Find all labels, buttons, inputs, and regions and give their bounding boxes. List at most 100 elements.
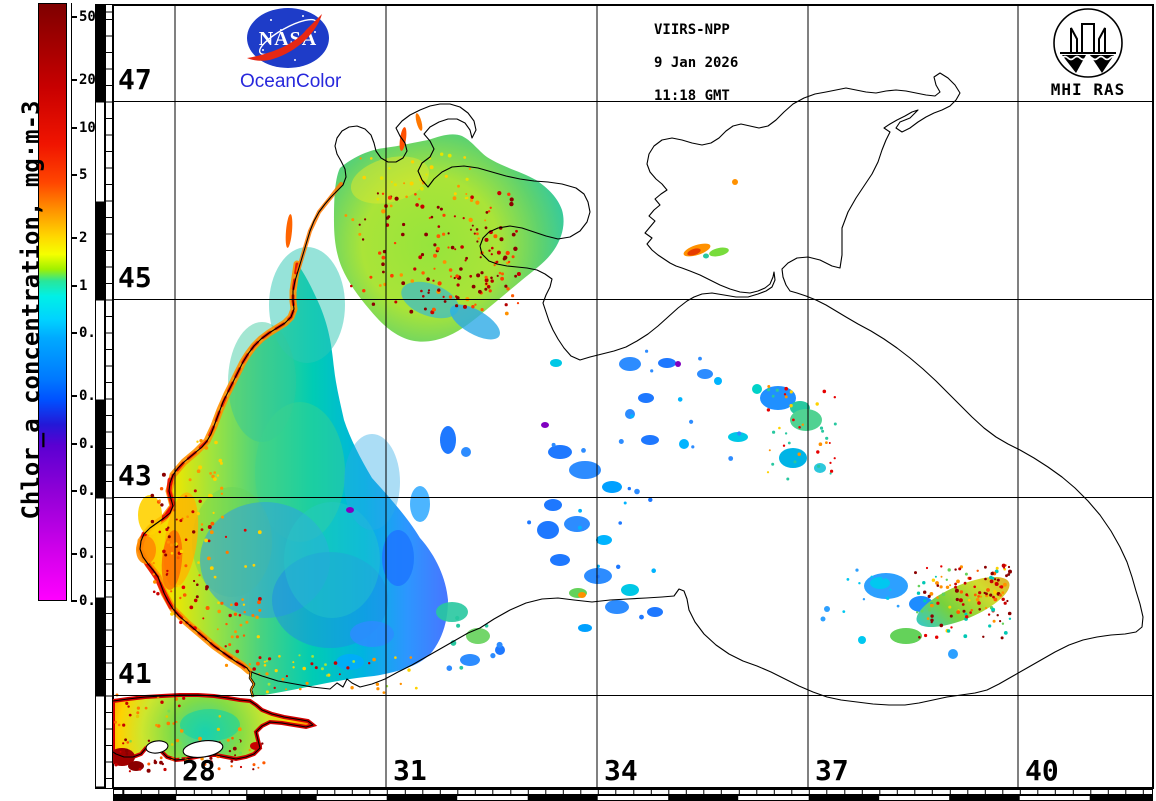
speckle — [490, 279, 494, 283]
speckle — [239, 765, 243, 769]
speckle — [243, 528, 247, 532]
speckle — [160, 700, 164, 704]
speckle — [228, 749, 232, 753]
speckle — [650, 369, 654, 373]
speckle — [977, 601, 981, 605]
speckle — [214, 440, 218, 445]
speckle — [393, 183, 397, 187]
speckle — [511, 232, 516, 237]
speckle — [426, 277, 430, 282]
speckle — [985, 592, 988, 596]
speckle — [1003, 582, 1007, 587]
chlorophyll-patch — [890, 628, 922, 644]
speckle — [449, 275, 453, 278]
speckle — [968, 598, 971, 602]
speckle — [477, 237, 480, 240]
speckle — [202, 637, 205, 641]
speckle — [376, 687, 380, 691]
speckle — [220, 601, 224, 605]
mhi-ras-emblem-icon — [1053, 8, 1123, 78]
speckle — [422, 295, 425, 298]
colorbar-title: Chlor_a concentration, mg·m-3 — [17, 100, 45, 520]
speckle — [414, 686, 418, 690]
speckle — [407, 668, 411, 672]
speckle — [927, 594, 931, 599]
speckle — [239, 623, 243, 627]
bloom-tint — [450, 304, 500, 340]
chlorophyll-patch — [550, 554, 570, 566]
speckle — [959, 590, 964, 594]
speckle — [459, 665, 464, 670]
speckle — [167, 709, 171, 713]
speckle — [516, 272, 521, 276]
speckle — [1008, 569, 1012, 574]
speckle — [947, 568, 951, 572]
speckle — [634, 488, 640, 495]
satellite-name: VIIRS-NPP — [654, 22, 730, 38]
speckle — [444, 174, 448, 178]
speckle — [421, 271, 425, 275]
chlorophyll-patch — [687, 248, 701, 256]
speckle — [204, 538, 209, 543]
speckle — [784, 432, 788, 435]
speckle — [428, 216, 431, 220]
speckle — [1001, 622, 1005, 625]
speckle — [372, 657, 376, 662]
colorbar-tick-label: 5 — [79, 167, 88, 183]
speckle — [200, 523, 204, 526]
speckle — [430, 215, 434, 219]
bottom-degree-ruler — [113, 795, 1153, 801]
speckle — [114, 763, 118, 767]
speckle — [475, 200, 480, 205]
speckle — [506, 287, 510, 291]
speckle — [968, 576, 972, 581]
speckle — [217, 601, 220, 605]
speckle — [220, 492, 224, 495]
chlorophyll-patch — [619, 357, 641, 371]
speckle — [455, 304, 459, 308]
speckle — [930, 614, 934, 618]
colorbar-gradient — [38, 3, 67, 601]
speckle — [198, 574, 201, 577]
speckle — [205, 587, 208, 591]
bottom-minute-ticks — [113, 789, 1153, 795]
speckle — [389, 204, 393, 208]
speckle — [402, 222, 406, 227]
speckle — [925, 566, 929, 570]
bloom-tint — [180, 709, 240, 741]
speckle — [388, 167, 391, 170]
speckle — [453, 215, 456, 218]
speckle — [858, 582, 861, 585]
longitude-label: 31 — [393, 754, 427, 787]
speckle — [448, 268, 453, 272]
speckle — [493, 234, 498, 239]
chlorophyll-patch — [138, 495, 162, 535]
speckle — [787, 441, 791, 445]
speckle — [504, 284, 508, 288]
speckle — [833, 422, 837, 426]
latitude-label: 47 — [118, 62, 152, 96]
speckle — [964, 572, 968, 576]
speckle — [199, 439, 203, 443]
speckle — [390, 273, 394, 278]
chlorophyll-patch — [415, 113, 423, 131]
speckle — [431, 307, 436, 312]
speckle — [462, 217, 465, 220]
speckle — [401, 232, 405, 237]
chlorophyll-patch — [790, 409, 822, 431]
speckle — [978, 608, 981, 611]
speckle — [324, 663, 327, 666]
speckle — [136, 706, 140, 710]
speckle — [616, 564, 621, 569]
speckle — [381, 255, 386, 260]
patch-blobs — [113, 113, 958, 771]
speckle — [403, 182, 406, 185]
speckle — [209, 566, 214, 570]
speckle — [234, 630, 237, 634]
colorbar-tick-label: 10 — [79, 120, 96, 136]
speckle — [916, 591, 921, 595]
speckle — [268, 657, 272, 661]
speckle — [945, 585, 950, 589]
speckle — [158, 530, 162, 534]
chlorophyll-patch — [548, 445, 572, 459]
